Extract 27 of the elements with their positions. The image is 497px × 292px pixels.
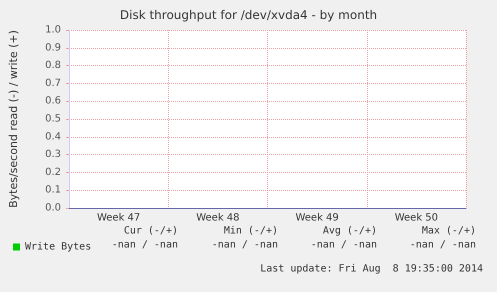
- text: -nan / -nan: [212, 240, 278, 250]
- text: -nan / -nan: [310, 240, 377, 250]
- text: Last update: Fri Aug 8 19:35:00 2014: [260, 264, 483, 274]
- y-tick-label: 0.2: [45, 166, 61, 178]
- y-tick-label: 0.4: [45, 131, 61, 142]
- y-tick-label: 0.5: [45, 114, 61, 124]
- text: Min (-/+): [224, 226, 278, 236]
- y-tick-label: 0.3: [45, 149, 61, 160]
- y-tick-label: 0.0: [45, 202, 61, 214]
- text: Max (-/+): [422, 226, 476, 236]
- text: Avg (-/+): [322, 226, 377, 236]
- y-tick-label: 0.1: [45, 184, 61, 196]
- y-tick-label: 1.0: [45, 24, 61, 36]
- y-axis-title: Bytes/second read (-) / write (+): [7, 30, 20, 208]
- x-tick-label: Week 47: [96, 212, 140, 224]
- x-tick-label: Week 50: [394, 212, 438, 224]
- x-tick-label: Week 48: [196, 212, 240, 224]
- chart-title: Disk throughput for /dev/xvda4 - by month: [120, 8, 378, 22]
- text: -nan / -nan: [112, 240, 178, 250]
- text: Cur (-/+): [124, 226, 178, 236]
- legend-label: Write Bytes: [25, 242, 92, 252]
- x-tick-label: Week 49: [295, 212, 339, 224]
- y-tick-label: 0.8: [45, 60, 61, 72]
- text: -nan / -nan: [410, 240, 476, 250]
- y-tick-label: 0.9: [45, 42, 61, 54]
- y-tick-label: 0.7: [45, 78, 61, 89]
- y-tick-label: 0.6: [45, 96, 61, 107]
